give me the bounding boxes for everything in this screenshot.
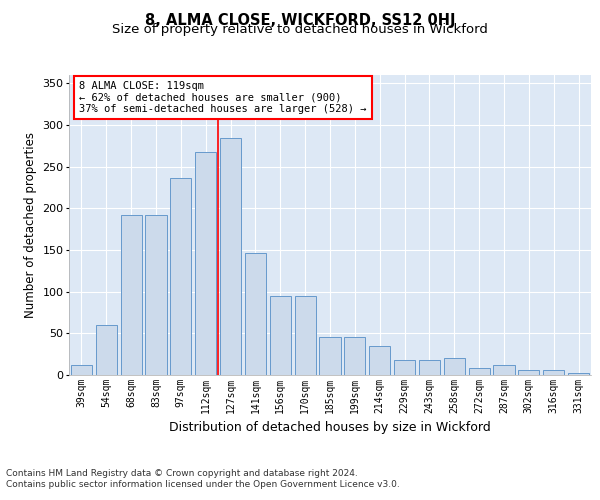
Bar bbox=[419, 360, 440, 375]
Bar bbox=[195, 152, 216, 375]
Bar bbox=[319, 336, 341, 375]
Bar bbox=[344, 336, 365, 375]
Bar bbox=[170, 178, 191, 375]
Text: 8 ALMA CLOSE: 119sqm
← 62% of detached houses are smaller (900)
37% of semi-deta: 8 ALMA CLOSE: 119sqm ← 62% of detached h… bbox=[79, 81, 367, 114]
Bar bbox=[245, 252, 266, 375]
Bar bbox=[444, 358, 465, 375]
Bar bbox=[145, 215, 167, 375]
Bar bbox=[543, 370, 564, 375]
Bar bbox=[568, 372, 589, 375]
X-axis label: Distribution of detached houses by size in Wickford: Distribution of detached houses by size … bbox=[169, 422, 491, 434]
Text: Contains HM Land Registry data © Crown copyright and database right 2024.: Contains HM Land Registry data © Crown c… bbox=[6, 468, 358, 477]
Y-axis label: Number of detached properties: Number of detached properties bbox=[24, 132, 37, 318]
Bar bbox=[394, 360, 415, 375]
Bar bbox=[493, 365, 515, 375]
Bar bbox=[220, 138, 241, 375]
Text: Size of property relative to detached houses in Wickford: Size of property relative to detached ho… bbox=[112, 24, 488, 36]
Text: 8, ALMA CLOSE, WICKFORD, SS12 0HJ: 8, ALMA CLOSE, WICKFORD, SS12 0HJ bbox=[145, 12, 455, 28]
Bar bbox=[469, 368, 490, 375]
Bar bbox=[270, 296, 291, 375]
Bar bbox=[96, 325, 117, 375]
Bar bbox=[71, 365, 92, 375]
Text: Contains public sector information licensed under the Open Government Licence v3: Contains public sector information licen… bbox=[6, 480, 400, 489]
Bar bbox=[518, 370, 539, 375]
Bar bbox=[121, 215, 142, 375]
Bar bbox=[295, 296, 316, 375]
Bar bbox=[369, 346, 390, 375]
